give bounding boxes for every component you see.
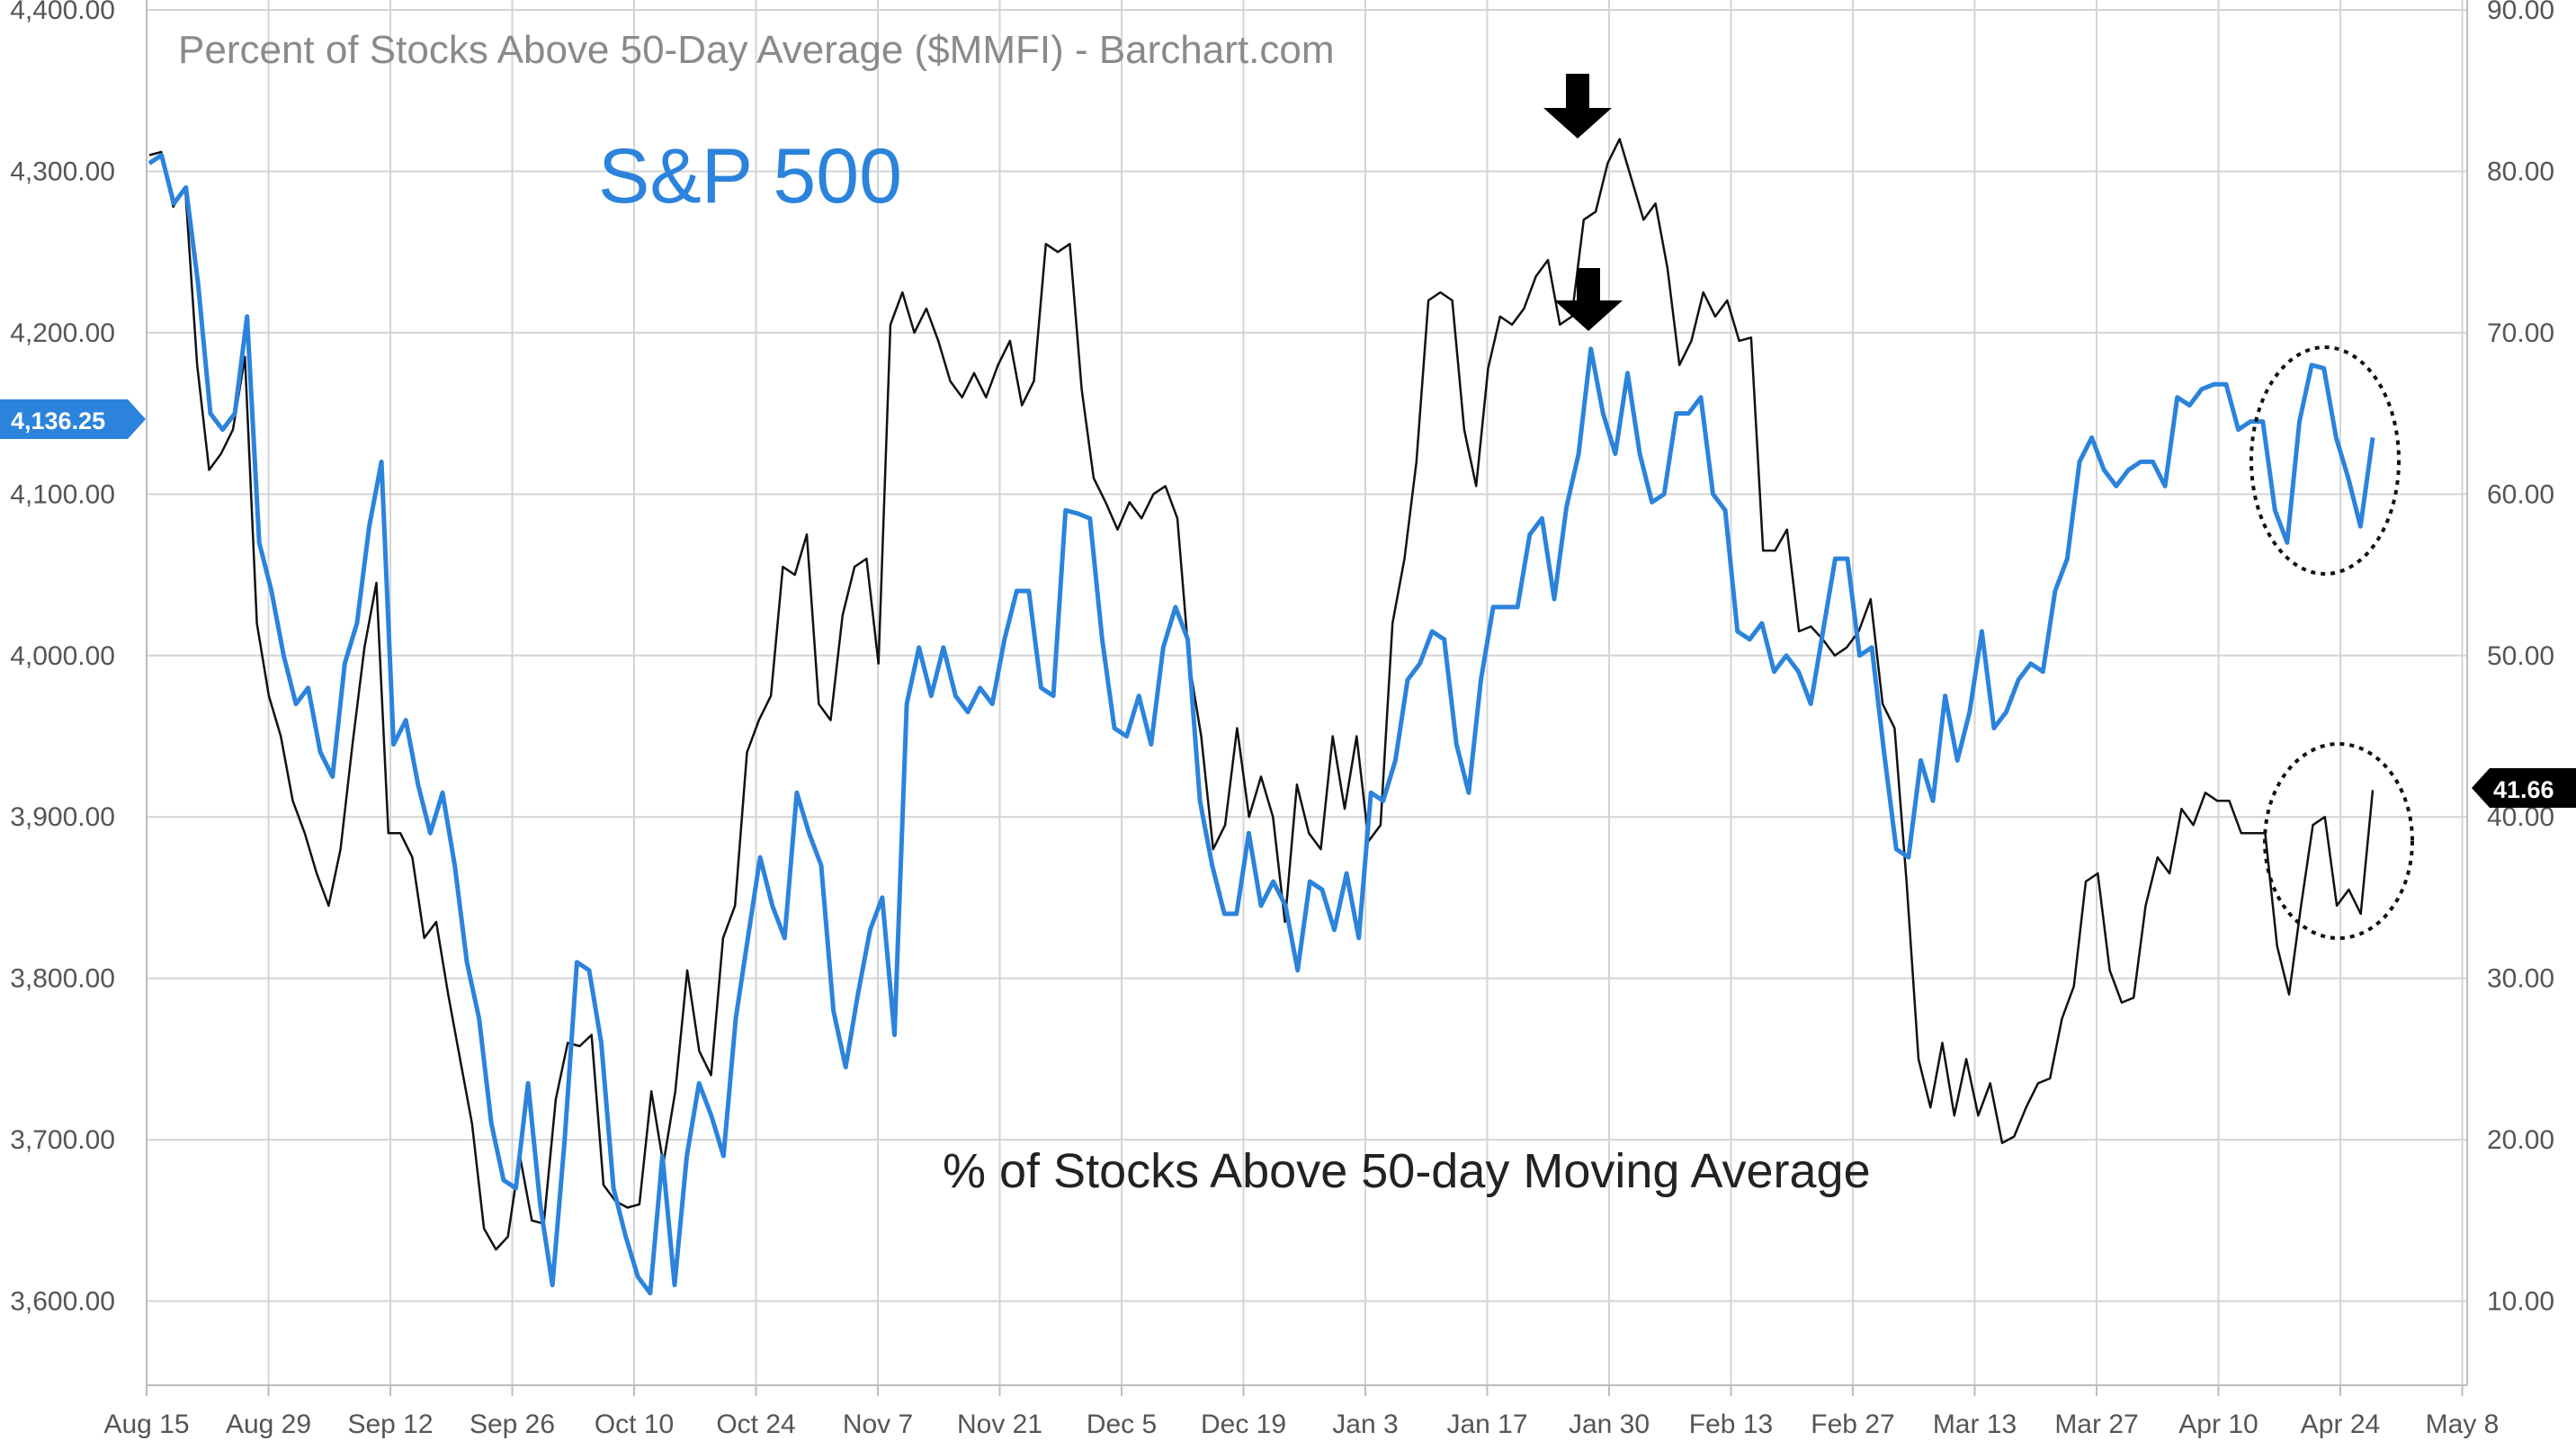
highlight-circle-mmfi xyxy=(2263,742,2414,940)
x-tick-label: Apr 24 xyxy=(2301,1410,2380,1439)
x-tick-label: Oct 24 xyxy=(716,1410,795,1439)
series-line-sp500 xyxy=(148,153,2375,1296)
left-tick-label: 3,600.00 xyxy=(10,1287,115,1317)
x-tick-label: Aug 29 xyxy=(226,1410,311,1439)
x-tick-label: Jan 3 xyxy=(1332,1410,1398,1439)
left-tick-label: 4,100.00 xyxy=(10,479,115,509)
left-tick-label: 4,200.00 xyxy=(10,318,115,348)
sp500-current-badge: 4,136.25 xyxy=(0,399,146,439)
sp500-annotation: S&P 500 xyxy=(598,133,902,219)
x-tick-label: Nov 7 xyxy=(843,1410,913,1439)
mmfi-current-value: 41.66 xyxy=(2493,776,2554,803)
mmfi-annotation: % of Stocks Above 50-day Moving Average xyxy=(943,1144,1871,1198)
x-tick-label: Feb 27 xyxy=(1811,1410,1894,1439)
x-tick-label: Mar 27 xyxy=(2054,1410,2138,1439)
x-tick-label: Sep 26 xyxy=(470,1410,555,1439)
x-tick-label: Mar 13 xyxy=(1933,1410,2017,1439)
down-arrow-icon-top xyxy=(1543,74,1612,139)
x-tick-label: Nov 21 xyxy=(957,1410,1042,1439)
right-tick-label: 10.00 xyxy=(2487,1287,2554,1317)
right-tick-label: 80.00 xyxy=(2487,157,2554,186)
x-axis-ticks: Aug 15 Aug 29 Sep 12 Sep 26 Oct 10 Oct 24 Nov … xyxy=(103,1385,2499,1439)
right-tick-label: 90.00 xyxy=(2487,0,2554,25)
highlight-circle-sp500 xyxy=(2250,345,2401,576)
left-tick-label: 3,800.00 xyxy=(10,964,115,994)
right-tick-label: 60.00 xyxy=(2487,479,2554,509)
left-tick-label: 3,700.00 xyxy=(10,1125,115,1155)
left-axis-ticks: 3,600.00 3,700.00 3,800.00 3,900.00 4,000.00… xyxy=(10,0,115,1317)
right-tick-label: 30.00 xyxy=(2487,964,2554,994)
right-tick-label: 70.00 xyxy=(2487,318,2554,348)
x-tick-label: Aug 15 xyxy=(103,1410,189,1439)
x-tick-label: Jan 30 xyxy=(1569,1410,1650,1439)
sp500-current-value: 4,136.25 xyxy=(11,407,105,434)
left-tick-label: 4,400.00 xyxy=(10,0,115,25)
x-tick-label: Dec 5 xyxy=(1087,1410,1157,1439)
x-tick-label: Jan 17 xyxy=(1446,1410,1527,1439)
left-tick-label: 4,000.00 xyxy=(10,641,115,671)
mmfi-current-badge: 41.66 xyxy=(2472,768,2576,808)
chart-title: Percent of Stocks Above 50-Day Average (… xyxy=(178,28,1334,72)
right-tick-label: 50.00 xyxy=(2487,641,2554,671)
x-tick-label: Feb 13 xyxy=(1689,1410,1773,1439)
x-tick-label: Oct 10 xyxy=(595,1410,674,1439)
down-arrow-icon-lower xyxy=(1554,268,1623,331)
left-tick-label: 4,300.00 xyxy=(10,157,115,186)
x-tick-label: May 8 xyxy=(2426,1410,2500,1439)
x-tick-label: Dec 19 xyxy=(1201,1410,1286,1439)
x-tick-label: Sep 12 xyxy=(347,1410,433,1439)
right-tick-label: 20.00 xyxy=(2487,1125,2554,1155)
x-tick-label: Apr 10 xyxy=(2178,1410,2258,1439)
left-tick-label: 3,900.00 xyxy=(10,802,115,832)
